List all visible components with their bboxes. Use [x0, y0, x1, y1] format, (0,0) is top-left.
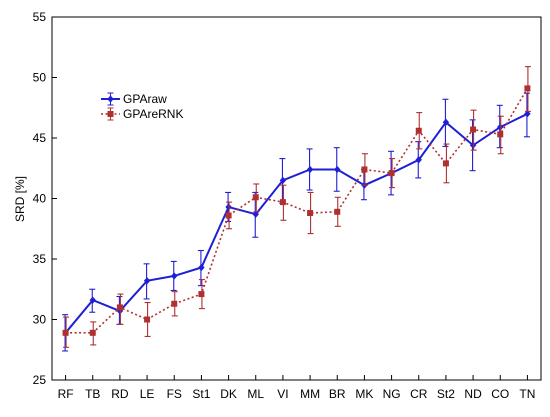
y-tick-label: 45: [33, 131, 47, 145]
x-tick-label: DK: [220, 387, 237, 401]
y-tick-label: 30: [33, 313, 47, 327]
x-tick-label: BR: [329, 387, 346, 401]
x-axis: RF TB RD LE FS St1 DK ML VI MM BR MK NG CR St2 ND CO TN: [58, 375, 535, 401]
series-line-GPAreRNK: [65, 87, 529, 334]
y-tick-label: 50: [33, 71, 47, 85]
x-tick-label: TB: [85, 387, 100, 401]
data-point: [89, 329, 96, 336]
x-tick-label: LE: [140, 387, 155, 401]
series-line-GPAraw: [64, 112, 528, 334]
x-tick-label: VI: [277, 387, 288, 401]
data-point: [89, 296, 96, 304]
legend-label: GPAreRNK: [123, 107, 183, 121]
plot-area: [51, 16, 542, 381]
data-point: [143, 277, 151, 285]
data-point: [279, 199, 286, 206]
y-tick-label: 35: [33, 252, 47, 266]
data-point: [334, 165, 341, 174]
data-point: [252, 194, 259, 201]
y-axis: 25 30 35 40 45 50 55: [33, 10, 57, 387]
data-point: [388, 170, 395, 177]
data-point: [334, 208, 341, 215]
series-layer: [62, 66, 531, 352]
data-point: [415, 156, 422, 164]
data-point: [306, 165, 314, 174]
data-point: [470, 126, 477, 133]
y-tick-label: 55: [33, 10, 47, 24]
legend-marker: [107, 95, 114, 103]
x-tick-label: TN: [519, 387, 535, 401]
y-axis-label: SRD [%]: [13, 176, 27, 222]
x-tick-label: ML: [247, 387, 264, 401]
y-tick-label: 25: [33, 373, 47, 387]
x-tick-label: FS: [167, 387, 182, 401]
legend-marker: [107, 111, 114, 117]
data-point: [307, 210, 314, 217]
data-point: [252, 210, 259, 218]
data-point: [116, 304, 123, 311]
series-GPAreRNK: [62, 66, 531, 348]
x-tick-label: St1: [192, 387, 210, 401]
y-tick-label: 40: [33, 192, 47, 206]
x-tick-label: CR: [410, 387, 428, 401]
data-point: [144, 316, 151, 323]
x-tick-label: MM: [300, 387, 320, 401]
x-tick-label: ND: [464, 387, 482, 401]
legend-label: GPAraw: [123, 92, 167, 106]
x-tick-label: St2: [437, 387, 455, 401]
data-point: [171, 300, 178, 307]
x-tick-label: CO: [491, 387, 509, 401]
x-tick-label: RD: [111, 387, 129, 401]
data-point: [62, 329, 69, 336]
data-point: [524, 110, 531, 118]
data-point: [524, 85, 531, 92]
data-point: [198, 263, 205, 272]
x-tick-label: NG: [383, 387, 401, 401]
data-point: [198, 291, 205, 298]
data-point: [279, 176, 287, 184]
data-point: [361, 166, 368, 173]
data-point: [225, 212, 232, 219]
x-tick-label: RF: [58, 387, 74, 401]
x-tick-label: MK: [355, 387, 373, 401]
data-point: [497, 131, 504, 138]
data-point: [171, 272, 178, 280]
data-point: [442, 118, 450, 126]
data-point: [415, 127, 422, 134]
data-point: [442, 160, 449, 167]
